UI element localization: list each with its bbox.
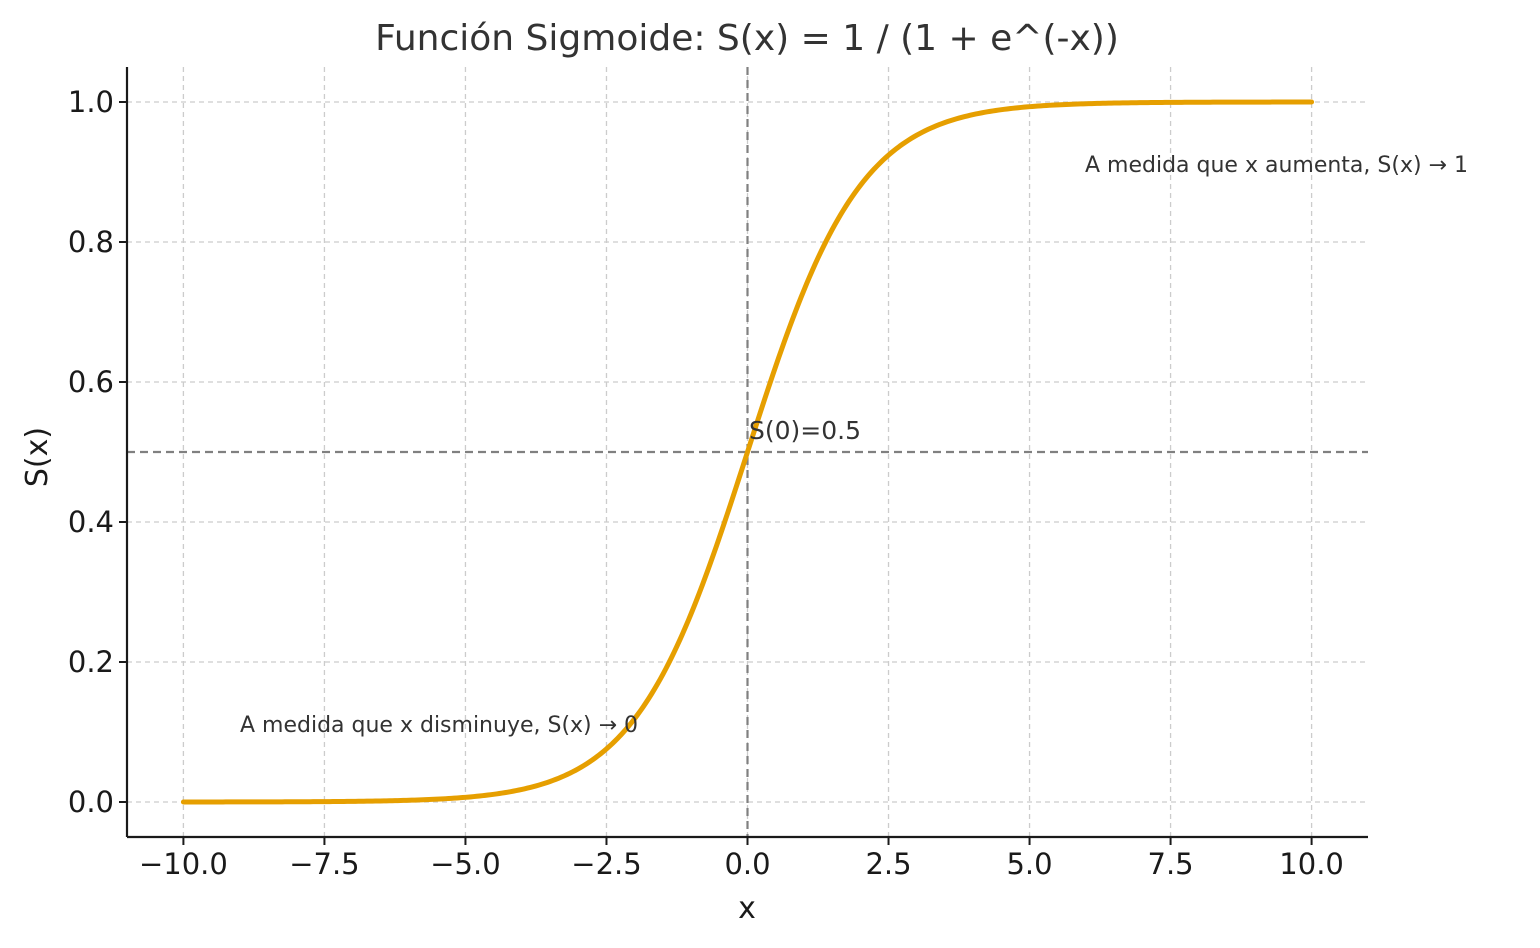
x-axis-label: x [738, 891, 756, 926]
y-tick-label: 1.0 [68, 85, 114, 119]
y-axis-label: S(x) [20, 427, 55, 487]
y-ticks: 0.0 0.2 0.4 0.6 0.8 1.0 [68, 85, 127, 819]
y-tick-label: 0.4 [68, 505, 114, 539]
annotation-lower: A medida que x disminuye, S(x) → 0 [240, 713, 638, 738]
x-tick-label: −2.5 [571, 847, 641, 881]
x-tick-label: −10.0 [139, 847, 228, 881]
x-tick-label: 0.0 [724, 847, 770, 881]
x-ticks: −10.0 −7.5 −5.0 −2.5 0.0 2.5 5.0 7.5 10.0 [139, 837, 1344, 881]
x-tick-label: −7.5 [289, 847, 359, 881]
x-tick-label: 2.5 [865, 847, 911, 881]
y-tick-label: 0.0 [68, 785, 114, 819]
x-tick-label: 10.0 [1279, 847, 1344, 881]
y-tick-label: 0.6 [68, 365, 114, 399]
annotation-upper: A medida que x aumenta, S(x) → 1 [1085, 153, 1468, 178]
x-tick-label: 7.5 [1148, 847, 1194, 881]
annotation-midpoint: S(0)=0.5 [749, 416, 861, 445]
x-tick-label: 5.0 [1006, 847, 1052, 881]
y-tick-label: 0.2 [68, 645, 114, 679]
chart-title: Función Sigmoide: S(x) = 1 / (1 + e^(-x)… [375, 18, 1119, 59]
y-tick-label: 0.8 [68, 225, 114, 259]
sigmoid-curve [180, 99, 1315, 805]
x-tick-label: −5.0 [430, 847, 500, 881]
